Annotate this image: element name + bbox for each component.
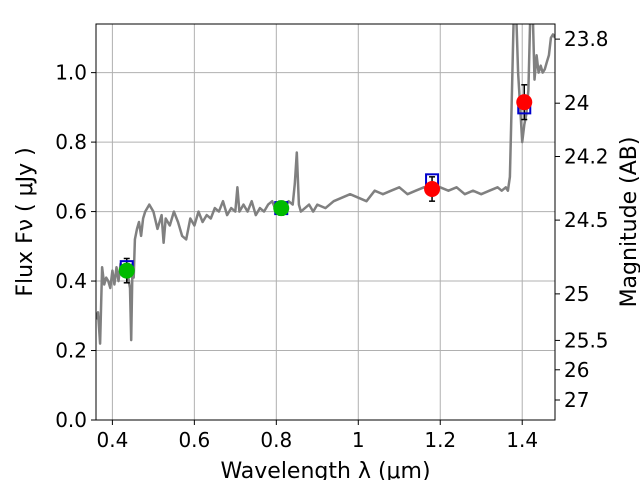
y-tick-label: 0.0	[55, 408, 87, 432]
x-axis-label: Wavelength λ (μm)	[220, 459, 430, 480]
x-tick-label: 0.8	[260, 428, 292, 452]
observed-photometry-points	[118, 94, 533, 279]
x-tick-label: 1.4	[506, 428, 538, 452]
y-tick-label: 0.2	[55, 339, 87, 363]
y2-axis-label: Magnitude (AB)	[617, 137, 640, 308]
y-tick-label: 0.8	[55, 130, 87, 154]
y2-tick-label: 25	[564, 282, 589, 306]
y2-tick-label: 24.2	[564, 144, 609, 168]
plot-frame	[95, 23, 556, 421]
x-tick-label: 1	[352, 428, 365, 452]
y2-tick-label: 26	[564, 358, 589, 382]
observed-point	[273, 200, 290, 217]
spectrum-line	[96, 24, 555, 345]
y2-tick-label: 24	[564, 91, 589, 115]
y2-tick-label: 27	[564, 388, 589, 412]
y-tick-label: 0.4	[55, 269, 87, 293]
spectrum-layer	[96, 24, 555, 345]
x-tick-label: 0.6	[178, 428, 210, 452]
x-tick-label: 0.4	[96, 428, 128, 452]
y-tick-label: 0.6	[55, 200, 87, 224]
y-axis-label: Flux Fν ( μJy )	[13, 147, 38, 296]
error-bars	[123, 84, 528, 284]
observed-point	[424, 181, 441, 197]
x-tick-label: 1.2	[424, 428, 456, 452]
y2-tick-label: 24.5	[564, 208, 609, 232]
model-photometry-squares	[119, 100, 532, 275]
y-tick-label: 1.0	[55, 61, 87, 85]
observed-point	[516, 94, 533, 111]
y2-tick-label: 25.5	[564, 328, 609, 352]
axis-ticks: 0.4 0.6 0.8 1 1.2 1.4 0.0 0.2 0.4 0.6 0.8 1.0 23.8 24…	[55, 27, 608, 452]
y2-tick-label: 23.8	[564, 27, 609, 51]
observed-point	[118, 262, 135, 279]
